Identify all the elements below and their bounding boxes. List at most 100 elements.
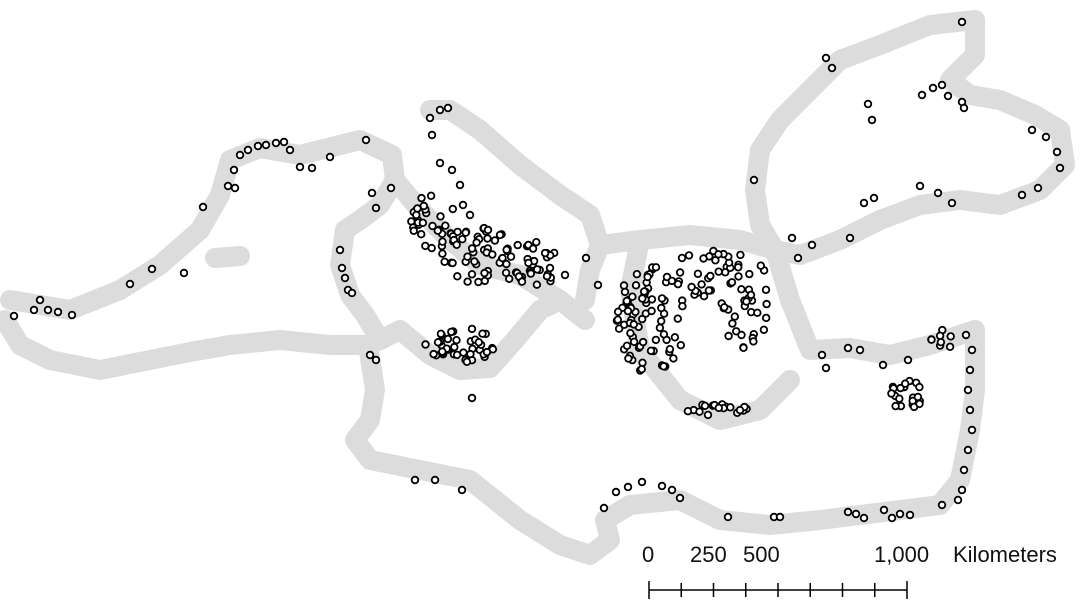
site-marker [230, 183, 240, 193]
site-marker [483, 225, 493, 235]
site-marker [474, 338, 483, 347]
site-marker [458, 234, 467, 244]
site-marker [670, 333, 680, 342]
site-marker [869, 193, 879, 203]
site-marker [749, 175, 759, 185]
site-marker [957, 485, 967, 495]
site-marker [443, 103, 453, 113]
site-marker [759, 325, 769, 334]
site-marker [655, 323, 665, 332]
site-marker [430, 475, 440, 485]
site-marker [467, 270, 477, 279]
site-marker [435, 105, 445, 115]
site-marker [593, 280, 603, 290]
site-marker [433, 338, 443, 347]
site-marker [905, 510, 915, 520]
scale-label-250: 250 [690, 542, 727, 567]
site-marker [659, 330, 669, 339]
site-marker [229, 165, 239, 175]
site-marker [927, 335, 936, 344]
site-marker [452, 350, 462, 360]
site-marker [728, 319, 737, 328]
site-marker [915, 181, 925, 191]
site-marker [965, 365, 975, 375]
buffer-west-basin [0, 130, 405, 380]
site-marker [943, 91, 953, 101]
site-marker [631, 281, 641, 290]
site-marker [198, 202, 208, 212]
site-marker [647, 306, 656, 316]
site-marker [438, 249, 447, 258]
site-marker [736, 250, 745, 260]
site-marker [429, 349, 438, 359]
site-marker [285, 145, 295, 155]
site-marker [295, 162, 305, 172]
site-marker [665, 345, 675, 354]
site-marker [35, 295, 45, 305]
site-marker [651, 263, 661, 272]
site-marker [542, 272, 552, 281]
site-marker [1052, 147, 1062, 157]
site-marker [965, 405, 975, 415]
site-marker [9, 311, 19, 321]
site-marker [426, 191, 436, 200]
site-marker [179, 268, 189, 278]
site-marker [453, 272, 462, 281]
site-marker [677, 253, 687, 263]
scale-label-1000: 1,000 [874, 542, 930, 567]
scale-unit-label: Kilometers [953, 542, 1057, 567]
site-marker [462, 357, 472, 366]
site-marker [371, 203, 381, 213]
site-marker [683, 407, 693, 416]
site-marker [409, 226, 418, 235]
site-marker [463, 277, 472, 286]
site-marker [638, 337, 648, 347]
buffer-aegean-loop [590, 10, 1075, 265]
site-marker [821, 53, 831, 63]
site-marker [720, 303, 729, 312]
site-marker [488, 250, 497, 259]
site-marker [412, 210, 421, 220]
site-marker [279, 137, 289, 147]
site-markers [9, 17, 1065, 523]
site-marker [628, 292, 637, 301]
site-marker [253, 141, 263, 151]
site-marker [623, 482, 633, 492]
site-marker [967, 345, 977, 355]
site-marker [532, 280, 542, 289]
site-marker [502, 245, 511, 254]
site-marker [675, 493, 685, 503]
site-marker [467, 244, 477, 253]
site-marker [611, 487, 621, 497]
site-marker [637, 365, 646, 374]
site-marker [699, 254, 708, 263]
site-marker [417, 229, 426, 239]
site-marker [435, 158, 445, 168]
site-marker [730, 312, 739, 321]
site-marker [440, 257, 449, 266]
site-marker [337, 263, 347, 273]
scale-bar [648, 581, 908, 599]
site-marker [867, 115, 877, 125]
site-marker [448, 204, 457, 214]
site-marker [697, 280, 706, 289]
site-marker [613, 307, 623, 316]
site-marker [43, 305, 53, 315]
site-marker [438, 347, 447, 356]
site-marker [843, 343, 853, 353]
site-marker [482, 347, 492, 357]
site-marker [687, 282, 696, 292]
site-marker [458, 200, 468, 210]
site-marker [626, 329, 635, 338]
site-marker [335, 245, 345, 255]
site-marker [657, 303, 666, 313]
site-marker [474, 277, 483, 287]
site-marker [436, 329, 446, 338]
site-marker [643, 272, 652, 282]
site-marker [735, 406, 745, 415]
site-marker [933, 188, 943, 198]
site-marker [667, 485, 677, 495]
site-marker [714, 267, 723, 276]
site-marker [623, 306, 633, 316]
